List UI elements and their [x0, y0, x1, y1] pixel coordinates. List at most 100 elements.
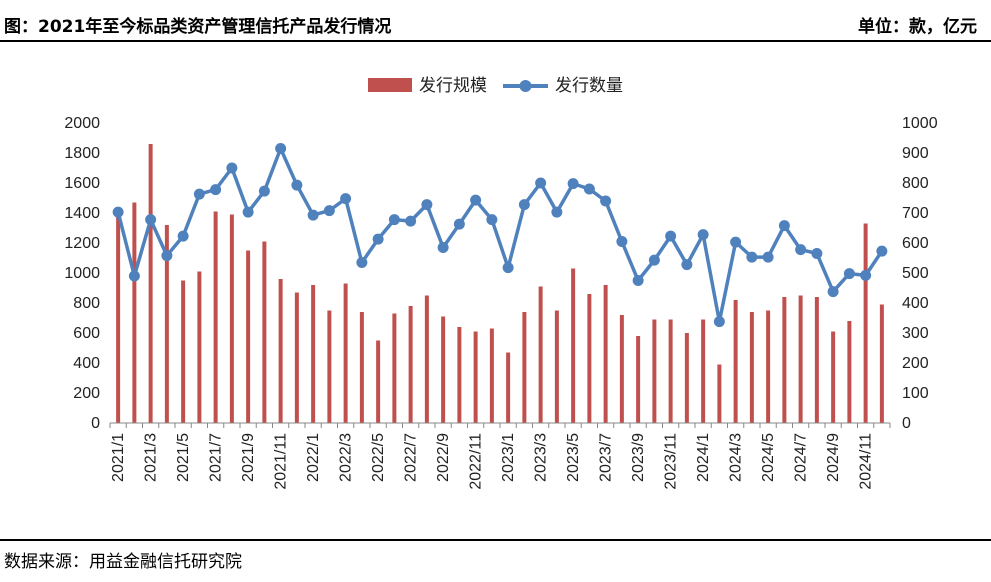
- y-right-tick-label: 800: [902, 175, 929, 192]
- x-tick-label: 2021/5: [175, 433, 192, 482]
- y-left-tick-label: 600: [73, 325, 100, 342]
- chart-title: 图：2021年至今标品类资产管理信托产品发行情况: [4, 17, 392, 37]
- y-axis-left: 0 200 400 600 800 1000 1200 1400 1600 1800 2000: [64, 115, 100, 432]
- x-tick-label: 2021/11: [273, 433, 290, 490]
- point-2022/9: [437, 242, 449, 253]
- bar-2024/12: [879, 304, 884, 423]
- y-right-tick-label: 300: [902, 325, 929, 342]
- y-left-tick-label: 2000: [64, 115, 100, 132]
- bar-2023/2: [522, 312, 527, 423]
- legend-line-label: 发行数量: [555, 76, 623, 96]
- x-tick-label: 2022/7: [403, 433, 420, 482]
- bar-2024/4: [749, 312, 754, 423]
- unit-label: 单位：款，亿元: [858, 17, 977, 37]
- y-left-tick-label: 1600: [64, 175, 100, 192]
- bar-2022/8: [424, 295, 429, 423]
- point-2022/1: [307, 209, 319, 221]
- bar-2023/6: [587, 294, 592, 423]
- legend-bar-swatch: [368, 78, 412, 92]
- point-2022/2: [323, 205, 335, 217]
- point-2024/3: [730, 236, 742, 248]
- point-2023/3: [535, 177, 547, 189]
- bottom-rule: [0, 539, 991, 541]
- bar-2021/1: [116, 214, 121, 423]
- x-tick-label: 2024/9: [825, 433, 842, 482]
- bar-2024/5: [766, 310, 771, 423]
- x-tick-label: 2024/1: [695, 433, 712, 482]
- y-left-tick-label: 1800: [64, 145, 100, 162]
- point-2021/10: [258, 185, 270, 197]
- bar-2021/3: [148, 144, 153, 423]
- bar-2023/12: [684, 333, 689, 423]
- bar-2022/12: [489, 328, 494, 423]
- y-right-tick-label: 200: [902, 355, 929, 372]
- bar-2023/11: [668, 319, 673, 423]
- point-2021/9: [242, 206, 254, 218]
- point-2023/5: [567, 178, 579, 190]
- x-tick-label: 2021/1: [110, 433, 127, 482]
- bar-2022/5: [376, 340, 381, 423]
- bar-2024/11: [863, 223, 868, 423]
- x-tick-label: 2023/1: [500, 433, 517, 482]
- y-left-tick-label: 200: [73, 385, 100, 402]
- bar-2024/6: [782, 297, 787, 423]
- bar-2021/6: [197, 271, 202, 423]
- x-tick-label: 2022/3: [338, 433, 355, 482]
- y-left-tick-label: 1200: [64, 235, 100, 252]
- bar-2024/7: [798, 295, 803, 423]
- bar-2021/11: [278, 279, 283, 423]
- x-tick-label: 2022/11: [468, 433, 485, 490]
- point-2021/2: [128, 270, 140, 282]
- point-2024/10: [843, 268, 855, 280]
- bar-2021/2: [132, 202, 137, 423]
- x-tick-label: 2024/3: [728, 433, 745, 482]
- point-2022/11: [470, 194, 482, 206]
- point-2021/7: [210, 184, 222, 196]
- y-left-tick-label: 0: [91, 415, 100, 432]
- x-tick-label: 2022/9: [435, 433, 452, 482]
- bar-2023/1: [506, 352, 511, 423]
- point-2022/3: [340, 193, 352, 205]
- point-2023/12: [681, 259, 693, 271]
- point-2022/5: [372, 233, 384, 245]
- point-2022/10: [453, 218, 465, 230]
- point-2023/4: [551, 206, 563, 218]
- bar-2024/1: [701, 319, 706, 423]
- x-tick-label: 2023/3: [533, 433, 550, 482]
- y-right-tick-label: 100: [902, 385, 929, 402]
- point-2024/1: [697, 229, 709, 241]
- legend-bar-label: 发行规模: [419, 76, 487, 96]
- x-tick-label: 2023/5: [565, 433, 582, 482]
- point-2023/7: [600, 195, 612, 207]
- y-axis-right: 0 100 200 300 400 500 600 700 800 900 1000: [902, 115, 938, 432]
- bar-2022/6: [392, 313, 397, 423]
- line-series: [112, 143, 888, 328]
- x-tick-label: 2022/5: [370, 433, 387, 482]
- x-tick-label: 2023/11: [663, 433, 680, 490]
- y-right-tick-label: 600: [902, 235, 929, 252]
- point-2024/11: [860, 269, 872, 281]
- x-tick-label: 2021/9: [240, 433, 257, 482]
- y-right-tick-label: 700: [902, 205, 929, 222]
- x-axis: 2021/1 2021/3 2021/5 2021/7 2021/9 2021/11 202…: [109, 422, 891, 490]
- bar-2022/11: [473, 331, 478, 423]
- point-2021/12: [291, 179, 303, 191]
- point-2022/12: [486, 214, 498, 226]
- point-2024/12: [876, 245, 888, 257]
- bar-2024/8: [814, 297, 819, 423]
- point-2023/11: [665, 230, 677, 242]
- combo-chart: 发行规模 发行数量 0200400600800100012001400160018…: [64, 76, 938, 490]
- point-2021/8: [226, 162, 238, 174]
- point-2023/8: [616, 236, 628, 247]
- bar-2022/2: [327, 310, 332, 423]
- point-2024/7: [795, 244, 807, 256]
- bar-series: [116, 144, 884, 423]
- y-right-tick-label: 400: [902, 295, 929, 312]
- bar-2023/5: [571, 268, 576, 423]
- bar-2023/4: [554, 310, 559, 423]
- x-tick-label: 2022/1: [305, 433, 322, 482]
- source-note: 数据来源：用益金融信托研究院: [4, 552, 242, 572]
- y-left-tick-label: 400: [73, 355, 100, 372]
- y-right-tick-label: 1000: [902, 115, 938, 132]
- point-2022/7: [405, 215, 417, 227]
